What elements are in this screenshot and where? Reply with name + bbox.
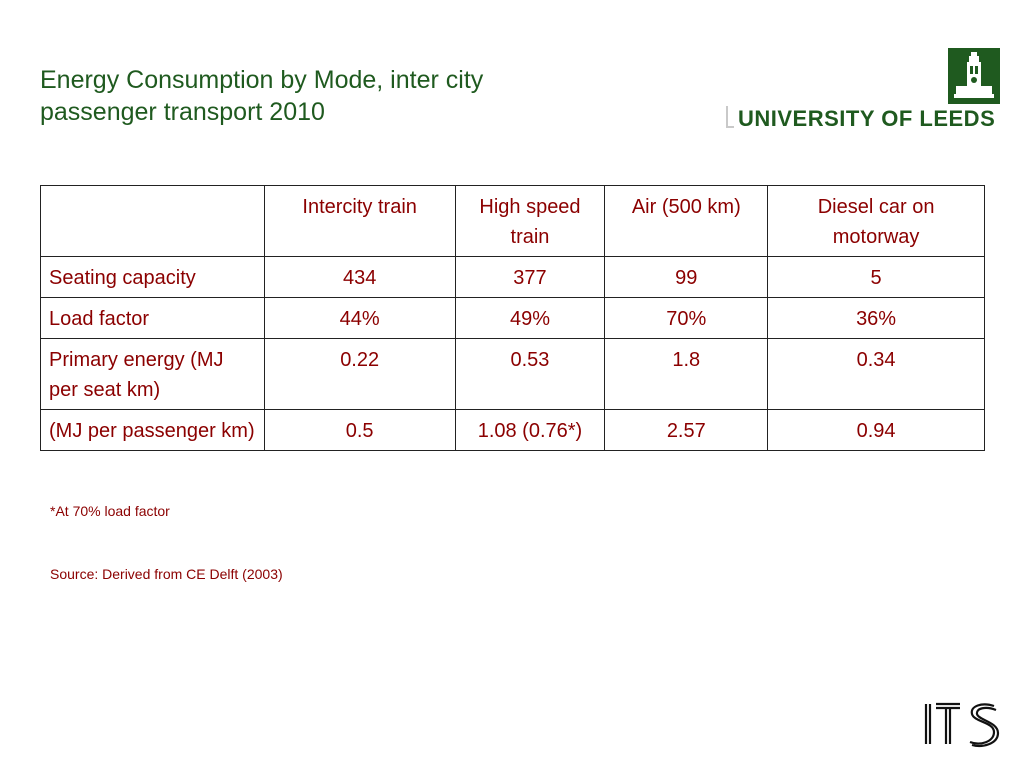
- table-cell: 1.08 (0.76*): [454, 409, 606, 451]
- table-cell: 0.53: [454, 338, 606, 410]
- table-row: Primary energy (MJ per seat km) 0.22 0.5…: [40, 338, 985, 410]
- table-cell: 0.94: [767, 409, 985, 451]
- table-cell: 49%: [454, 297, 606, 339]
- table-cell: 0.22: [263, 338, 456, 410]
- table-cell: 0.5: [263, 409, 456, 451]
- table-cell: 1.8: [604, 338, 769, 410]
- slide-title: Energy Consumption by Mode, inter city p…: [40, 64, 600, 128]
- row-label-seating-capacity: Seating capacity: [40, 256, 265, 298]
- header-cell-intercity-train: Intercity train: [263, 185, 456, 257]
- logo-corner-mark: [726, 106, 734, 128]
- header-cell-air: Air (500 km): [604, 185, 769, 257]
- title-line-2: passenger transport 2010: [40, 98, 325, 126]
- its-logo-icon: [924, 702, 1000, 748]
- university-logo: UNIVERSITY OF LEEDS: [726, 48, 1000, 132]
- energy-table: Intercity train High speed train Air (50…: [40, 185, 985, 451]
- footnote: *At 70% load factor: [50, 503, 170, 519]
- table-cell: 44%: [263, 297, 456, 339]
- table-cell: 36%: [767, 297, 985, 339]
- row-label-mj-per-passenger-km: (MJ per passenger km): [40, 409, 265, 451]
- table-cell: 0.34: [767, 338, 985, 410]
- table-cell: 99: [604, 256, 769, 298]
- table-row: (MJ per passenger km) 0.5 1.08 (0.76*) 2…: [40, 409, 985, 451]
- parkinson-tower-icon: [948, 48, 1000, 104]
- row-label-load-factor: Load factor: [40, 297, 265, 339]
- table-cell: 434: [263, 256, 456, 298]
- table-row: Load factor 44% 49% 70% 36%: [40, 297, 985, 339]
- table-row: Seating capacity 434 377 99 5: [40, 256, 985, 298]
- table-header-row: Intercity train High speed train Air (50…: [40, 185, 985, 257]
- table-cell: 5: [767, 256, 985, 298]
- source-note: Source: Derived from CE Delft (2003): [50, 566, 283, 582]
- logo-wordmark: UNIVERSITY OF LEEDS: [738, 106, 996, 131]
- table-cell: 2.57: [604, 409, 769, 451]
- header-cell-empty: [40, 185, 265, 257]
- row-label-primary-energy: Primary energy (MJ per seat km): [40, 338, 265, 410]
- table-cell: 70%: [604, 297, 769, 339]
- title-line-1: Energy Consumption by Mode, inter city: [40, 66, 484, 94]
- header-cell-diesel-car: Diesel car on motorway: [767, 185, 985, 257]
- header-cell-high-speed-train: High speed train: [454, 185, 606, 257]
- table-cell: 377: [454, 256, 606, 298]
